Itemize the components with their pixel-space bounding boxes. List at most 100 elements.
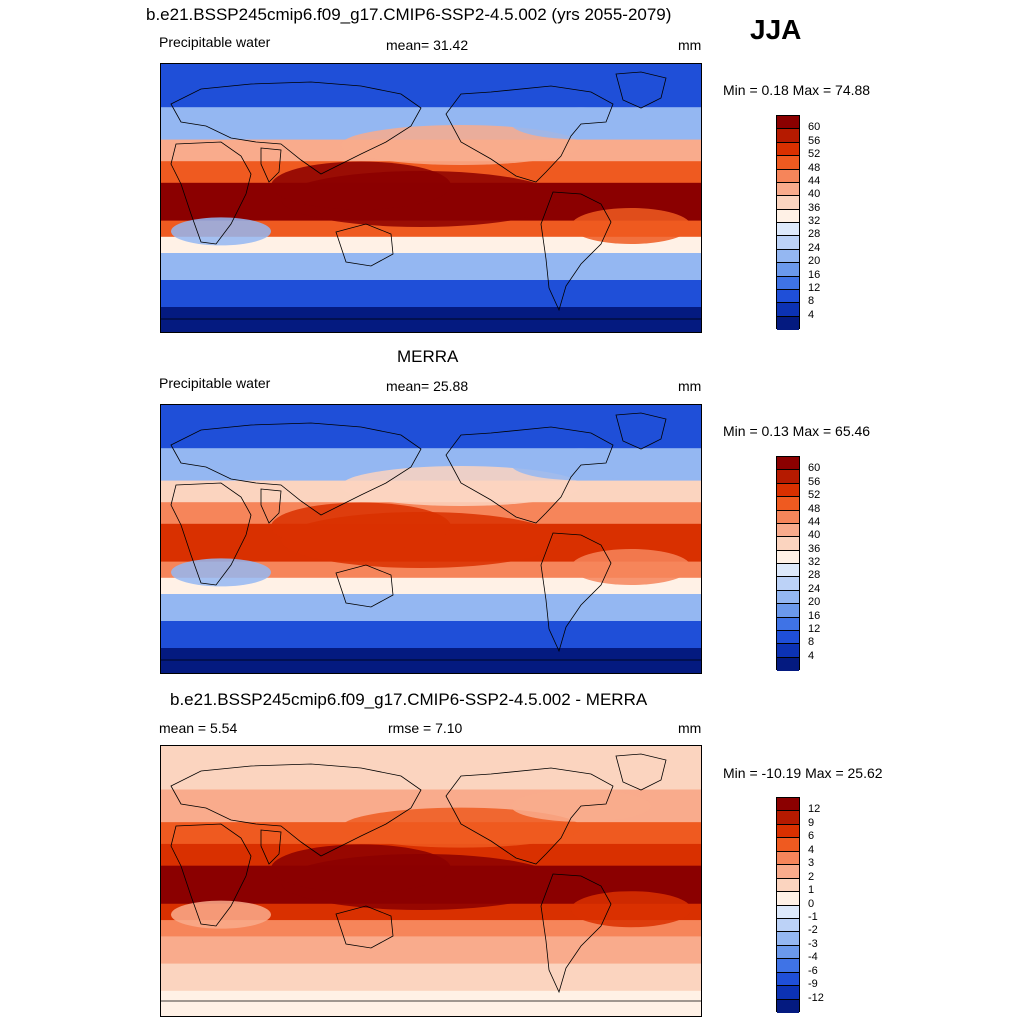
colorbar-swatch	[777, 523, 799, 538]
colorbar-swatch	[777, 644, 799, 658]
colorbar-swatch	[777, 457, 799, 471]
colorbar-tick-label: 20	[808, 255, 821, 268]
map-field-blob	[571, 891, 691, 928]
coastline	[540, 191, 612, 312]
colorbar-swatch	[777, 959, 799, 973]
map-field-blob	[341, 125, 581, 165]
coastline	[170, 482, 252, 586]
colorbar-swatch	[777, 223, 799, 237]
colorbar-swatch	[777, 209, 799, 223]
coastline	[615, 71, 667, 109]
colorbar-tick-label: 28	[808, 569, 821, 582]
panel-1-mean-label: mean= 31.42	[386, 37, 469, 53]
map-zonal-band	[161, 963, 701, 992]
colorbar-tick-label: -12	[808, 991, 824, 1004]
colorbar-swatch	[777, 972, 799, 987]
colorbar-swatch	[777, 617, 799, 631]
colorbar-swatch	[777, 838, 799, 852]
map-zonal-band	[161, 936, 701, 965]
colorbar-tick-label: 9	[808, 816, 815, 829]
map-zonal-band	[161, 307, 701, 332]
colorbar-tick-label: 3	[808, 857, 815, 870]
colorbar-swatch	[777, 537, 799, 551]
colorbar-tick-label: 4	[808, 649, 815, 662]
panel-2-colorbar	[776, 456, 800, 671]
panel-1-map	[160, 63, 702, 333]
panel-2-map	[160, 404, 702, 674]
colorbar-swatch	[777, 156, 799, 170]
map-zonal-band	[161, 621, 701, 649]
colorbar-swatch	[777, 169, 799, 183]
colorbar-tick-label: 48	[808, 502, 821, 515]
colorbar-swatch	[777, 196, 799, 210]
map-zonal-band	[161, 577, 701, 595]
colorbar-tick-label: 44	[808, 515, 821, 528]
panel-2-minmax-label: Min = 0.13 Max = 65.46	[723, 423, 871, 439]
colorbar-tick-label: 8	[808, 295, 815, 308]
map-field-blob	[341, 466, 581, 506]
panel-3-units-label: mm	[678, 720, 702, 736]
colorbar-swatch	[777, 276, 799, 290]
map-field-blob	[271, 502, 451, 551]
map-zonal-band	[161, 561, 701, 579]
map-zonal-band	[161, 280, 701, 308]
colorbar-swatch	[777, 142, 799, 157]
colorbar-swatch	[777, 497, 799, 511]
map-field-blob	[571, 549, 691, 585]
panel-2-units-label: mm	[678, 378, 702, 394]
colorbar-tick-label: 52	[808, 148, 821, 161]
coastline	[615, 412, 667, 450]
colorbar-tick-label: 40	[808, 188, 821, 201]
coastline	[170, 823, 252, 927]
colorbar-swatch	[777, 999, 799, 1013]
colorbar-swatch	[777, 316, 799, 330]
colorbar-swatch	[777, 470, 799, 484]
coastline	[170, 81, 422, 175]
panel-2-mean-label: mean= 25.88	[386, 378, 469, 394]
coastline	[335, 905, 394, 949]
coastline	[260, 829, 282, 865]
map-field-blob	[341, 807, 581, 848]
season-label: JJA	[750, 14, 802, 45]
map-zonal-band	[161, 220, 701, 238]
colorbar-tick-label: 32	[808, 556, 821, 568]
colorbar-swatch	[777, 932, 799, 946]
colorbar-tick-label: -3	[808, 937, 818, 950]
colorbar-swatch	[777, 129, 799, 143]
colorbar-tick-label: 12	[808, 281, 821, 294]
colorbar-swatch	[777, 263, 799, 277]
colorbar-swatch	[777, 483, 799, 498]
map-field-blob	[271, 844, 451, 893]
map-svg	[161, 405, 701, 673]
panel-3-map	[160, 745, 702, 1017]
colorbar-tick-label: 60	[808, 462, 821, 475]
colorbar-swatch	[777, 986, 799, 1000]
colorbar-tick-label: -1	[808, 910, 818, 923]
colorbar-swatch	[777, 798, 799, 812]
panel-3-mean-label: mean = 5.54	[159, 720, 238, 736]
colorbar-tick-label: -4	[808, 951, 818, 964]
panel-3-title: b.e21.BSSP245cmip6.f09_g17.CMIP6-SSP2-4.…	[170, 690, 648, 709]
colorbar-tick-label: -2	[808, 924, 818, 937]
colorbar-tick-label: 36	[808, 542, 821, 555]
colorbar-tick-label: 2	[808, 870, 815, 883]
colorbar-tick-label: 56	[808, 134, 821, 147]
panel-1-colorbar	[776, 115, 800, 330]
colorbar-tick-label: 32	[808, 215, 821, 227]
coastline	[540, 532, 612, 653]
colorbar-swatch	[777, 865, 799, 879]
coastline	[170, 763, 422, 857]
panel-3-colorbar	[776, 797, 800, 1013]
map-svg	[161, 64, 701, 332]
map-field-blob	[571, 208, 691, 244]
colorbar-tick-label: 12	[808, 803, 821, 816]
colorbar-swatch	[777, 905, 799, 919]
colorbar-swatch	[777, 604, 799, 618]
panel-1-units-label: mm	[678, 37, 702, 53]
coastline	[445, 426, 614, 524]
map-zonal-band	[161, 236, 701, 254]
colorbar-swatch	[777, 630, 799, 645]
panel-1-title: b.e21.BSSP245cmip6.f09_g17.CMIP6-SSP2-4.…	[146, 5, 672, 24]
colorbar-swatch	[777, 892, 799, 906]
colorbar-tick-label: 40	[808, 529, 821, 542]
